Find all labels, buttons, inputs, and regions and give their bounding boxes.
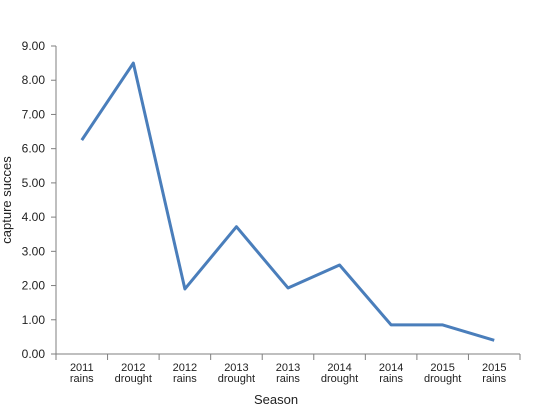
y-tick-label: 2.00 bbox=[22, 279, 46, 293]
x-tick-label: 2014 drought bbox=[321, 362, 358, 385]
y-tick-label: 4.00 bbox=[22, 210, 46, 224]
x-tick-label: 2013 drought bbox=[218, 362, 255, 385]
y-tick-label: 3.00 bbox=[22, 244, 46, 258]
y-tick-label: 0.00 bbox=[22, 347, 46, 361]
y-axis-title: capture succes bbox=[0, 156, 14, 244]
x-axis-title: Season bbox=[254, 392, 298, 407]
y-tick-label: 9.00 bbox=[22, 39, 46, 53]
x-axis-ticks: 2011 rains 2012 drought 2012 rains 2013 drought… bbox=[55, 354, 521, 385]
x-tick-label: 2012 drought bbox=[115, 362, 152, 385]
x-tick-label: 2014 rains bbox=[379, 362, 404, 385]
x-tick-label: 2015 rains bbox=[482, 362, 507, 385]
y-tick-label: 1.00 bbox=[22, 313, 46, 327]
x-tick-label: 2012 rains bbox=[173, 362, 198, 385]
series-line bbox=[80, 61, 495, 342]
y-tick-label: 6.00 bbox=[22, 142, 46, 156]
y-tick-label: 7.00 bbox=[22, 107, 46, 121]
x-tick-label: 2015 drought bbox=[424, 362, 461, 385]
y-tick-label: 8.00 bbox=[22, 73, 46, 87]
y-axis-ticks: 0.00 1.00 2.00 3.00 4.00 5.00 6.00 7.00 8.00 9.00 bbox=[22, 39, 56, 361]
y-tick-label: 5.00 bbox=[22, 176, 46, 190]
x-tick-label: 2013 rains bbox=[276, 362, 301, 385]
x-tick-label: 2011 rains bbox=[70, 362, 94, 385]
